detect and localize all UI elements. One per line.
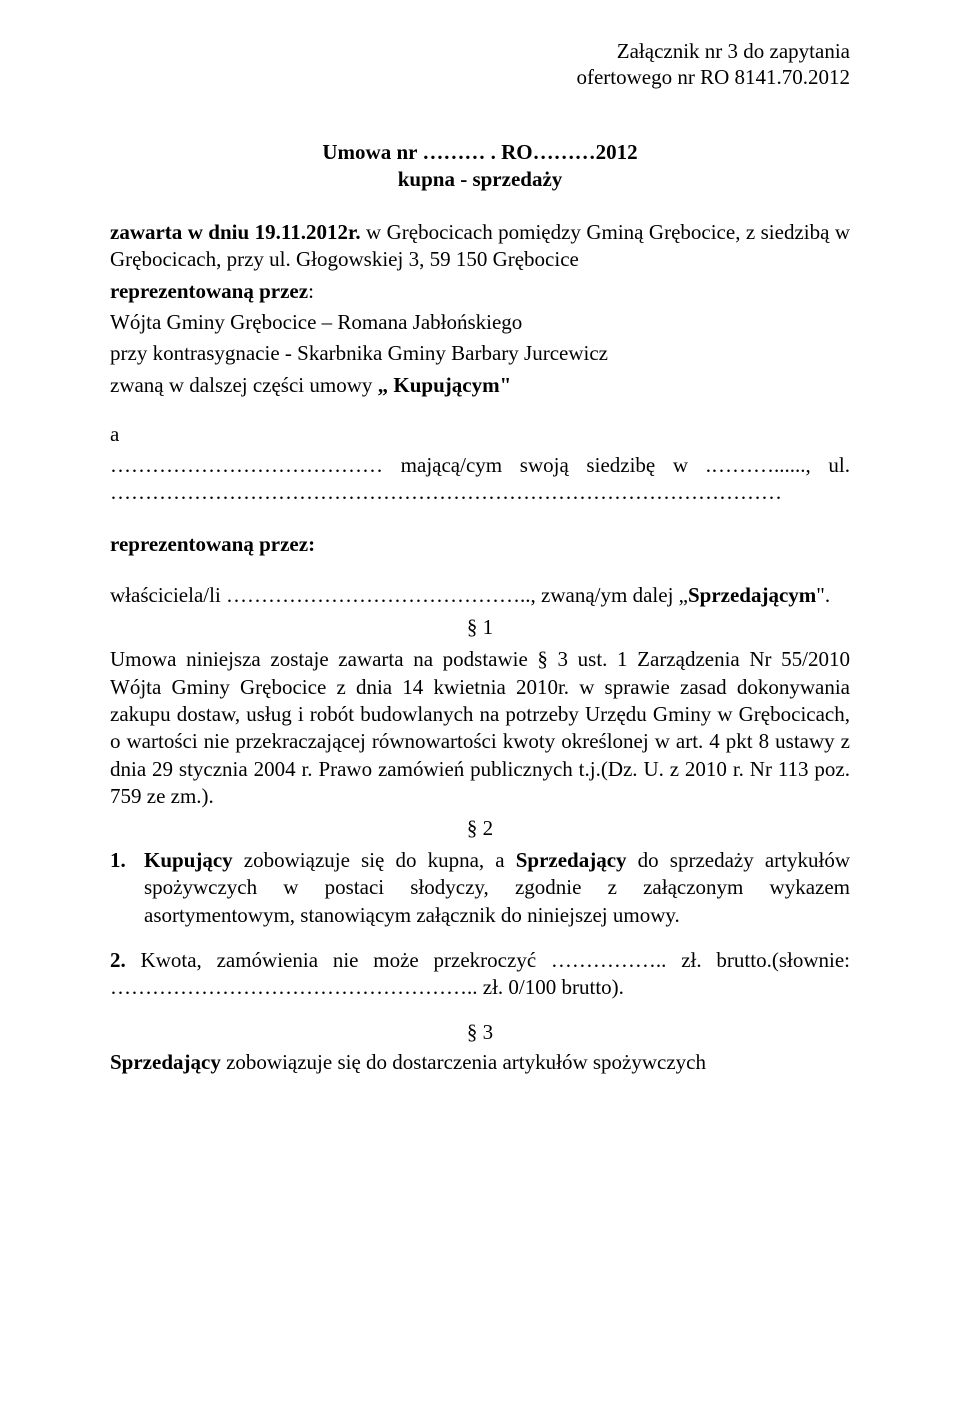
section-2-list: 1.Kupujący zobowiązuje się do kupna, a S…: [110, 847, 850, 1001]
item2-num: 2.: [110, 948, 126, 972]
title-line-1: Umowa nr ……… . RO………2012: [322, 140, 637, 164]
section-1-text: Umowa niniejsza zostaje zawarta na podst…: [110, 646, 850, 810]
header-line-1: Załącznik nr 3 do zapytania: [110, 38, 850, 64]
item1-a: Kupujący: [144, 848, 233, 872]
owner-d: ".: [816, 583, 830, 607]
owner-line: właściciela/li …………………………………….., zwaną/y…: [110, 582, 850, 609]
item2-a: Kwota, zamówienia nie może przekroczyć ……: [110, 948, 850, 999]
section-2-item-2: 2. Kwota, zamówienia nie może przekroczy…: [110, 947, 850, 1002]
section-3-line: Sprzedający zobowiązuje się do dostarcze…: [110, 1049, 850, 1076]
item1-num: 1.: [110, 847, 144, 874]
intro-wojt: Wójta Gminy Grębocice – Romana Jabłoński…: [110, 309, 850, 336]
intro-skarbnik: przy kontrasygnacie - Skarbnika Gminy Ba…: [110, 340, 850, 367]
owner-a: właściciela/li ……………………………………..: [110, 583, 531, 607]
owner-b: , zwaną/ym dalej „: [531, 583, 688, 607]
intro-date: zawarta w dniu 19.11.2012r.: [110, 220, 361, 244]
s3-a: Sprzedający: [110, 1050, 221, 1074]
intro-kup-b: „ Kupującym": [378, 373, 512, 397]
intro-kupujacy: zwaną w dalszej części umowy „ Kupującym…: [110, 372, 850, 399]
attachment-header: Załącznik nr 3 do zapytania ofertowego n…: [110, 38, 850, 91]
header-line-2: ofertowego nr RO 8141.70.2012: [110, 64, 850, 90]
section-2-item-1: 1.Kupujący zobowiązuje się do kupna, a S…: [110, 847, 850, 929]
section-3-num: § 3: [110, 1020, 850, 1045]
rep-colon: :: [308, 279, 314, 303]
section-1-num: § 1: [110, 615, 850, 640]
s3-b: zobowiązuje się do dostarczenia artykułó…: [221, 1050, 706, 1074]
intro-p1: zawarta w dniu 19.11.2012r. w Grębocicac…: [110, 219, 850, 274]
rep2-label: reprezentowaną przez:: [110, 531, 850, 558]
item1-c: Sprzedający: [516, 848, 627, 872]
title-line-2: kupna - sprzedaży: [110, 166, 850, 193]
document-page: Załącznik nr 3 do zapytania ofertowego n…: [0, 0, 960, 1420]
owner-c: Sprzedającym: [688, 583, 816, 607]
item1-b: zobowiązuje się do kupna, a: [233, 848, 516, 872]
seat-dots: ………………………………… mającą/cym swoją siedzibę …: [110, 452, 850, 507]
intro-kup-a: zwaną w dalszej części umowy: [110, 373, 378, 397]
a-line: a: [110, 421, 850, 448]
title-block: Umowa nr ……… . RO………2012 kupna - sprzeda…: [110, 139, 850, 194]
section-2-num: § 2: [110, 816, 850, 841]
rep-label: reprezentowaną przez: [110, 279, 308, 303]
intro-block: zawarta w dniu 19.11.2012r. w Grębocicac…: [110, 219, 850, 399]
intro-rep-label: reprezentowaną przez:: [110, 278, 850, 305]
